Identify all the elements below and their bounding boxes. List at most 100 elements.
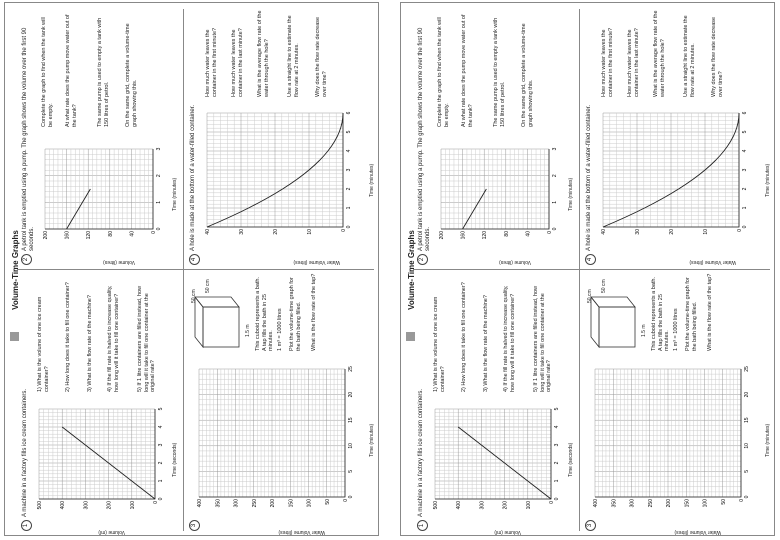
y-tick-label: 40 (601, 229, 607, 235)
y-tick-label: 300 (630, 499, 636, 508)
question-text: What is the average flow rate of the wat… (257, 10, 270, 97)
plotted-line (66, 188, 91, 230)
y-tick-label: 160 (65, 231, 71, 240)
x-tick-label: 5 (742, 130, 748, 133)
x-tick-label: 0 (158, 497, 164, 500)
y-axis-label: Volume (ml) (494, 529, 521, 535)
plotted-line (206, 112, 344, 228)
graph-q1: 0 1 2 3 4 5 0 100 200 300 400 500 (433, 407, 560, 510)
question-text: Plot the volume-time graph for the bath … (685, 277, 698, 351)
divider (413, 269, 770, 270)
x-tick-label: 1 (554, 479, 560, 482)
dimension-label: 50 cm (587, 289, 593, 303)
page-title: Volume-Time Graphs (407, 230, 416, 310)
y-tick-label: 250 (252, 499, 258, 508)
y-tick-label: 250 (648, 499, 654, 508)
x-tick-label: 5 (348, 470, 354, 473)
x-tick-label: 1 (552, 201, 558, 204)
y-axis-label: Water Volume (litres) (674, 529, 722, 535)
y-tick-label: 150 (288, 499, 294, 508)
question-intro: A hole is made at the bottom of a water-… (190, 104, 196, 251)
x-tick-label: 0 (552, 227, 558, 230)
question-text: 3) What is the flow rate of the machine? (87, 295, 93, 392)
y-tick-label: 200 (270, 499, 276, 508)
dimension-label: 50 cm (601, 279, 607, 293)
x-tick-label: 2 (552, 174, 558, 177)
question-intro: A petrol tank is emptied using a pump. T… (22, 27, 35, 251)
plotted-line (602, 112, 740, 228)
y-tick-label: 0 (343, 499, 349, 502)
x-tick-label: 0 (346, 225, 352, 228)
question-number: 3 (189, 520, 200, 531)
x-tick-label: 10 (744, 443, 750, 449)
dimension-label: 1.5 m (245, 324, 251, 337)
question-text: 4) If the fill rate is halved to increas… (503, 285, 516, 392)
y-tick-label: 100 (130, 501, 136, 510)
x-tick-label: 1 (742, 206, 748, 209)
x-axis-label: Time (minutes) (172, 177, 178, 211)
dimension-label: 50 cm (205, 279, 211, 293)
question-text: The same pump is used to empty a tank wi… (97, 17, 110, 127)
question-text: How much water leaves the container in t… (205, 27, 218, 97)
y-tick-label: 300 (83, 501, 89, 510)
y-tick-label: 200 (666, 499, 672, 508)
x-tick-label: 5 (158, 407, 164, 410)
x-tick-label: 6 (346, 111, 352, 114)
graph-q4: 0 1 2 3 4 5 6 0 10 20 30 40 (205, 111, 352, 235)
divider (17, 269, 374, 270)
question-text: On the same grid, complete a volume-time… (521, 23, 534, 127)
question-text: Use a straight line to estimate the flow… (683, 15, 696, 97)
question-number: 1 (417, 520, 428, 531)
divider (183, 9, 184, 531)
y-tick-label: 20 (273, 229, 279, 235)
y-tick-label: 150 (684, 499, 690, 508)
y-tick-label: 0 (549, 501, 555, 504)
y-tick-label: 400 (60, 501, 66, 510)
question-text: This cuboid represents a bath. A tap fil… (255, 277, 274, 351)
question-number: 4 (189, 254, 200, 265)
y-tick-label: 50 (721, 499, 727, 505)
question-text: Plot the volume-time graph for the bath … (289, 277, 302, 351)
question-text: How much water leaves the container in t… (231, 28, 244, 97)
x-tick-label: 1 (346, 206, 352, 209)
y-tick-label: 300 (479, 501, 485, 510)
x-tick-label: 5 (744, 470, 750, 473)
x-tick-label: 3 (742, 168, 748, 171)
worksheet-page-right: Volume-Time Graphs 1 A machine in a fact… (400, 2, 775, 536)
x-axis-label: Time (seconds) (568, 442, 574, 477)
page-title: Volume-Time Graphs (11, 230, 20, 310)
y-tick-label: 30 (635, 229, 641, 235)
y-tick-label: 400 (197, 499, 203, 508)
y-axis-label: Volume (litres) (103, 259, 135, 265)
y-tick-label: 160 (461, 231, 467, 240)
x-tick-label: 0 (348, 495, 354, 498)
plotted-line (462, 188, 487, 230)
question-intro: A machine in a factory fills ice cream c… (22, 388, 28, 517)
y-tick-label: 40 (525, 231, 531, 237)
x-tick-label: 3 (346, 168, 352, 171)
x-tick-label: 0 (554, 497, 560, 500)
y-tick-label: 80 (504, 231, 510, 237)
graph-q1: 0 1 2 3 4 5 0 100 200 300 400 500 (37, 407, 164, 510)
graph-q2: 0 1 2 3 0 40 80 120 160 200 (439, 147, 558, 240)
question-text: How much water leaves the container in t… (601, 27, 614, 97)
y-tick-label: 200 (43, 231, 49, 240)
y-tick-label: 0 (341, 229, 347, 232)
y-tick-label: 0 (737, 229, 743, 232)
x-tick-label: 4 (346, 149, 352, 152)
x-tick-label: 20 (348, 392, 354, 398)
question-number: 1 (21, 520, 32, 531)
x-axis-label: Time (minutes) (369, 423, 375, 457)
x-tick-label: 5 (554, 407, 560, 410)
x-tick-label: 2 (156, 174, 162, 177)
question-text: 1) What is the volume of one ice cream c… (37, 296, 50, 392)
x-axis-label: Time (minutes) (568, 177, 574, 211)
question-text: 5) If 1 litre containers are filled inst… (137, 285, 156, 392)
question-text: The same pump is used to empty a tank wi… (493, 17, 506, 127)
bath-cuboid-icon (194, 295, 240, 349)
x-tick-label: 25 (744, 366, 750, 372)
axis (207, 113, 344, 228)
graph-q4: 0 1 2 3 4 5 6 0 10 20 30 40 (601, 111, 748, 235)
question-text: 2) How long does it take to fill one con… (461, 282, 467, 392)
